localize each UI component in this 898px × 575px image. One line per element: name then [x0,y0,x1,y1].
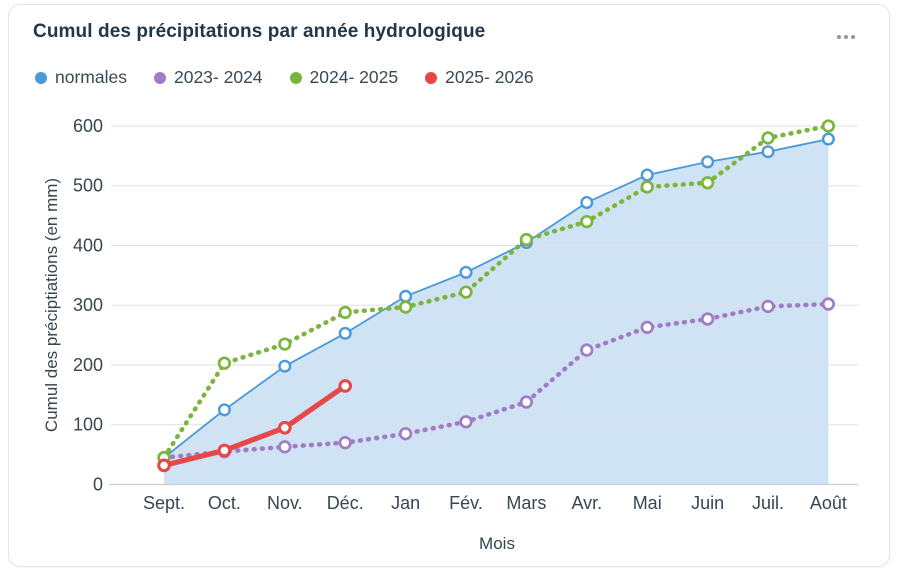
point-2023-2024-2[interactable] [278,440,292,454]
x-tick-label-5: Fév. [449,493,483,513]
point-normales-1[interactable] [217,403,231,417]
line-2023-2024 [161,301,831,460]
point-normales-2[interactable] [278,359,292,373]
legend-dot-icon [425,71,438,84]
point-2024-2025-4[interactable] [398,300,413,314]
point-normales-8[interactable] [640,168,654,182]
point-2023-2024-10[interactable] [761,299,775,314]
legend-item-normales[interactable]: normales [35,67,127,88]
more-options-button[interactable] [833,31,859,43]
point-2023-2024-4[interactable] [398,427,413,441]
precipitation-chart-card: Cumul des précipitations par année hydro… [8,4,890,567]
point-2023-2024-11[interactable] [821,297,836,311]
point-2023-2024-7[interactable] [580,343,594,357]
point-2023-2024-8[interactable] [640,320,654,335]
point-2025-2026-3[interactable] [338,379,353,393]
point-2023-2024-6[interactable] [519,395,534,409]
chart-svg: 0 100 200 300 400 500 600 Sept. Oct. Nov. Déc. Jan F… [42,116,858,553]
point-2024-2025-10[interactable] [761,131,775,145]
point-2023-2024-9[interactable] [700,312,715,326]
line-normales [163,138,830,459]
area-fill-normales [164,139,829,485]
legend-item-2025-2026[interactable]: 2025- 2026 [425,67,534,88]
point-2024-2025-7[interactable] [580,214,594,229]
ellipsis-icon [837,35,841,39]
y-tick-label-100: 100 [73,415,103,435]
point-2024-2025-5[interactable] [459,285,473,299]
point-2024-2025-11[interactable] [821,119,836,133]
point-2024-2025-3[interactable] [338,305,352,320]
point-2025-2026-1[interactable] [217,443,232,458]
legend-label: normales [55,67,127,87]
point-normales-5[interactable] [459,265,473,279]
point-2025-2026-0[interactable] [157,458,171,473]
x-tick-label-6: Mars [506,493,546,513]
ellipsis-icon [844,35,848,39]
x-tick-label-4: Jan [391,493,420,513]
x-tick-label-8: Mai [633,493,662,513]
x-tick-label-9: Juin [691,493,724,513]
x-axis-title: Mois [479,534,515,553]
x-tick-label-3: Déc. [327,493,364,513]
point-2024-2025-8[interactable] [640,180,654,194]
y-tick-label-600: 600 [73,116,103,136]
legend-label: 2024- 2025 [309,67,399,87]
y-tick-label-500: 500 [73,176,103,196]
chart-legend: normales 2023- 2024 2024- 2025 2025- 2026 [35,67,534,88]
legend-item-2023-2024[interactable]: 2023- 2024 [153,67,263,88]
line-2025-2026 [161,383,348,468]
legend-dot-icon [35,71,47,84]
legend-label: 2023- 2024 [173,67,263,87]
point-normales-7[interactable] [580,195,594,209]
point-normales-9[interactable] [701,155,715,169]
point-2024-2025-9[interactable] [700,176,715,190]
y-axis-title: Cumul des préciptiations (en mm) [42,178,61,432]
point-2024-2025-1[interactable] [217,356,232,370]
point-2025-2026-2[interactable] [277,420,292,435]
x-tick-label-10: Juil. [752,493,784,513]
y-tick-label-300: 300 [73,295,103,315]
line-2024-2025 [161,123,831,460]
legend-dot-icon [289,71,302,84]
legend-item-2024-2025[interactable]: 2024- 2025 [289,67,399,88]
point-normales-3[interactable] [338,326,352,340]
x-tick-label-7: Avr. [571,493,602,513]
point-normales-10[interactable] [761,145,775,159]
point-normales-4[interactable] [399,289,413,303]
legend-label: 2025- 2026 [445,67,534,87]
point-2023-2024-5[interactable] [459,415,473,429]
ellipsis-icon [851,35,855,39]
y-tick-label-400: 400 [73,235,103,255]
chart-title: Cumul des précipitations par année hydro… [33,21,486,42]
point-2023-2024-3[interactable] [338,436,352,450]
x-tick-label-11: Août [810,493,847,513]
point-2024-2025-2[interactable] [278,337,292,351]
x-tick-label-1: Oct. [208,493,241,513]
y-tick-label-200: 200 [73,355,103,375]
x-tick-label-0: Sept. [143,493,185,513]
legend-dot-icon [153,71,166,84]
point-normales-11[interactable] [821,132,835,146]
x-tick-label-2: Nov. [267,493,303,513]
y-tick-label-0: 0 [93,474,103,494]
point-2024-2025-6[interactable] [519,232,534,247]
